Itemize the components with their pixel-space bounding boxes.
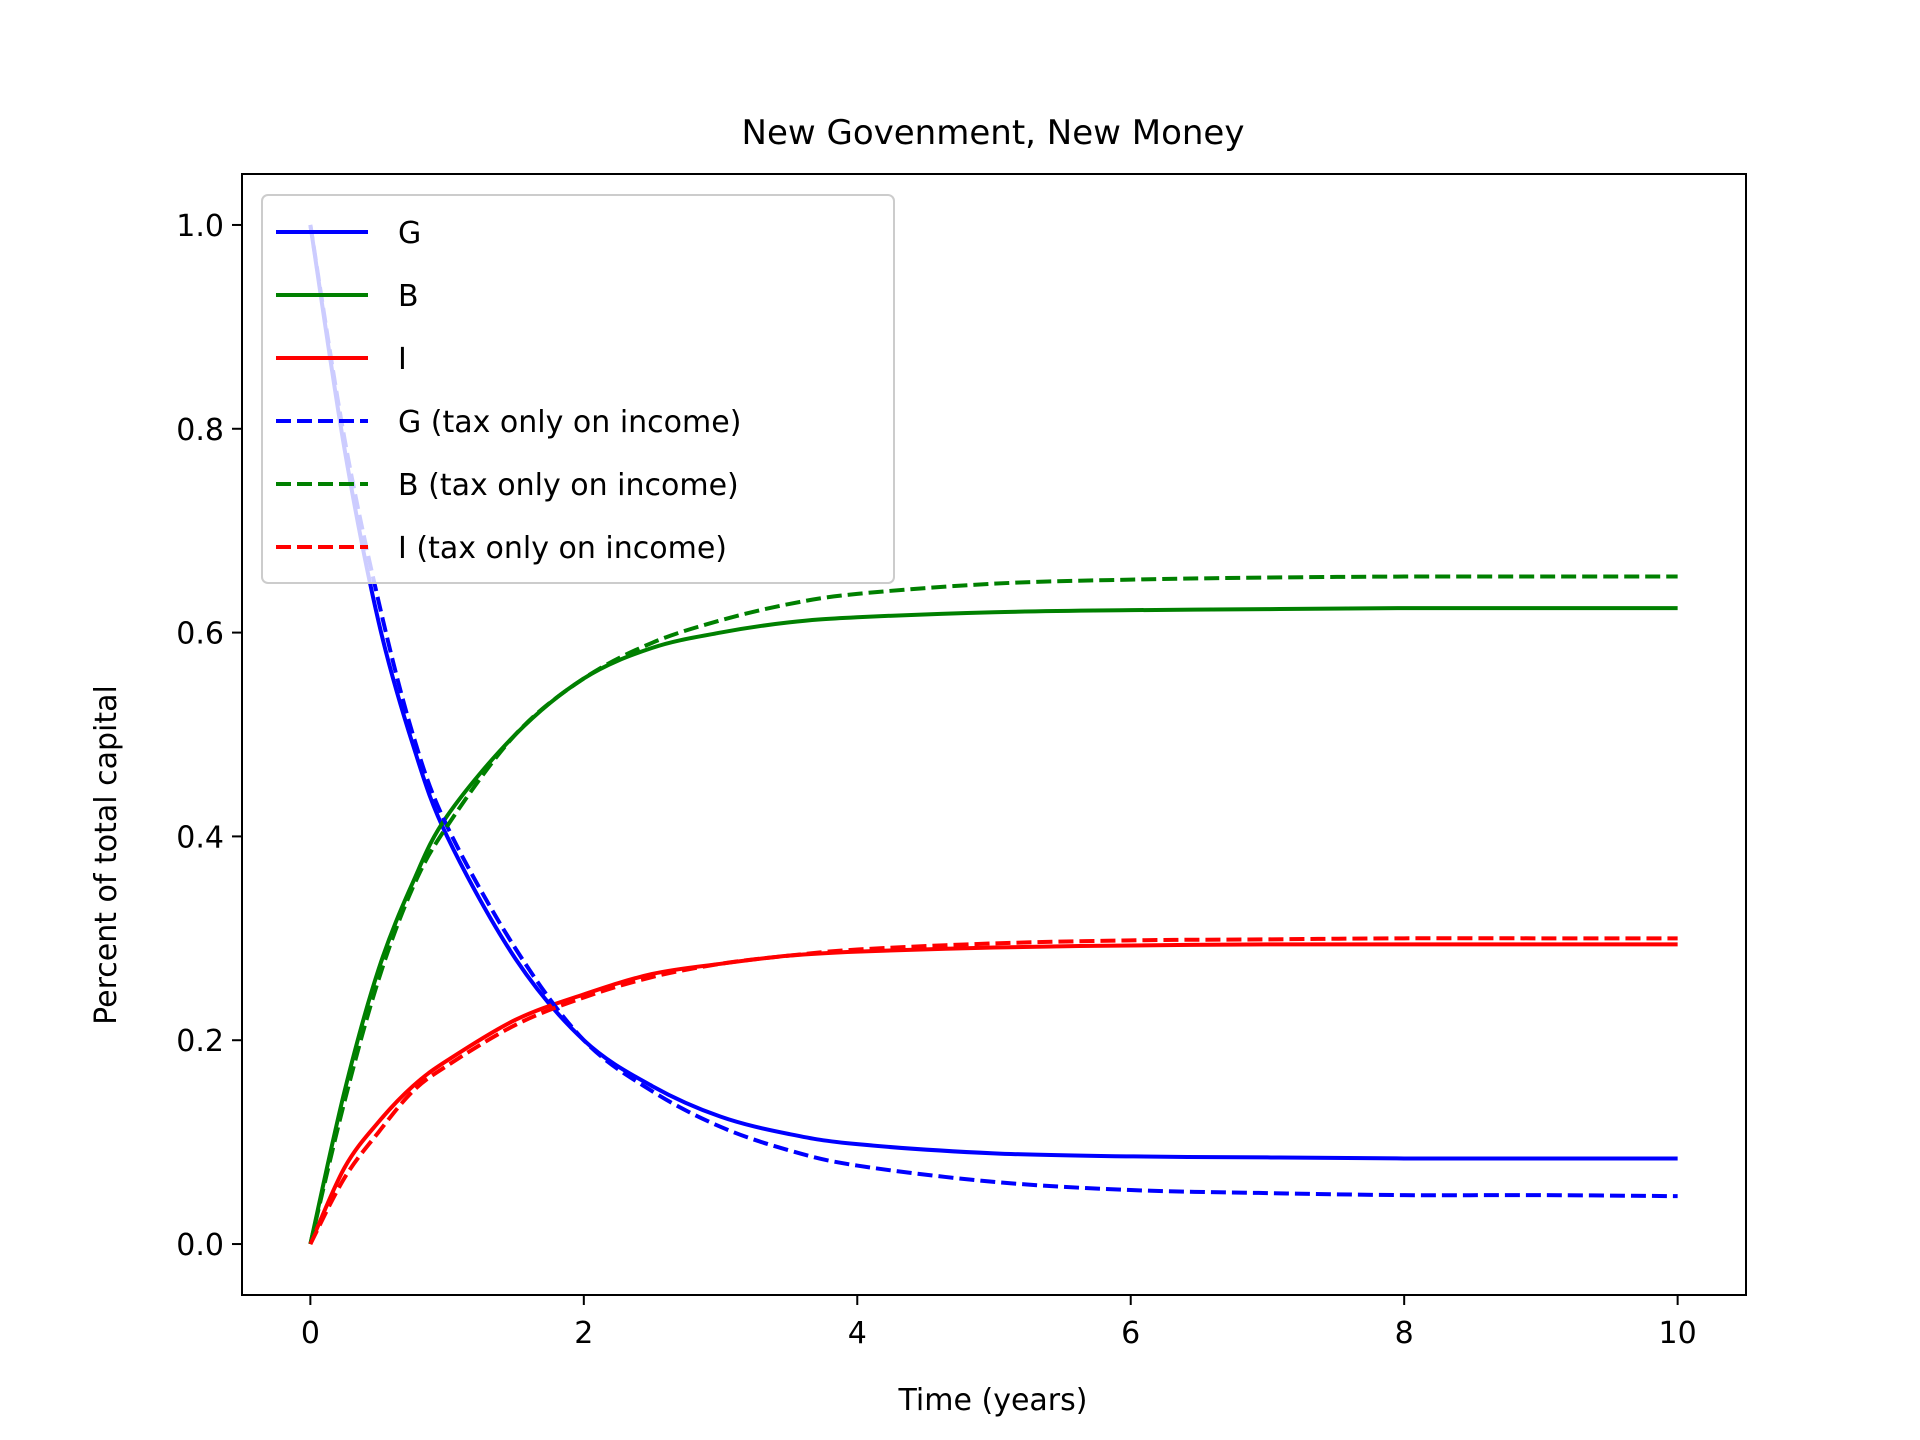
- legend-label: B: [398, 279, 419, 314]
- legend-label: G: [398, 216, 421, 251]
- x-tick-label: 0: [301, 1316, 320, 1351]
- y-tick-label: 0.0: [176, 1228, 224, 1263]
- y-tick-label: 0.4: [176, 820, 224, 855]
- legend-label: I (tax only on income): [398, 531, 727, 566]
- y-tick-label: 0.8: [176, 413, 224, 448]
- legend-box: [261, 194, 895, 584]
- x-tick-label: 2: [574, 1316, 593, 1351]
- y-tick-label: 1.0: [176, 209, 224, 244]
- y-tick-label: 0.6: [176, 617, 224, 652]
- x-tick-label: 6: [1121, 1316, 1140, 1351]
- x-tick-label: 10: [1659, 1316, 1697, 1351]
- x-tick-label: 4: [848, 1316, 867, 1351]
- series-lines: [308, 224, 1678, 1245]
- series-line-1: [308, 224, 1678, 1161]
- axes-frame: [241, 173, 1747, 1296]
- series-line-5: [308, 574, 1678, 1245]
- legend-label: G (tax only on income): [398, 405, 741, 440]
- legend-label: I: [398, 342, 407, 377]
- chart-title: New Govenment, New Money: [742, 113, 1245, 153]
- series-line-2: [308, 606, 1678, 1245]
- legend: GBI G (tax only on income) B (tax only on …: [261, 194, 895, 584]
- series-line-4: [308, 224, 1678, 1199]
- series-line-6: [308, 936, 1678, 1245]
- legend-label: B (tax only on income): [398, 468, 739, 503]
- y-tick-label: 0.2: [176, 1024, 224, 1059]
- x-axis-label: Time (years): [898, 1383, 1088, 1418]
- plot-area: 0 2 4 6 8 10 0.0 0.2 0.4 0.6 0.8 1.0 GBI G (tax only …: [176, 173, 1747, 1351]
- y-axis-label: Percent of total capital: [89, 685, 124, 1025]
- x-tick-label: 8: [1395, 1316, 1414, 1351]
